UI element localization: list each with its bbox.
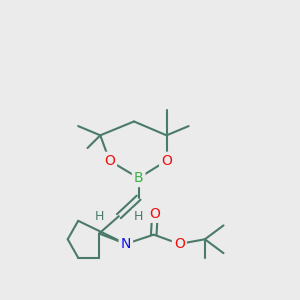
Text: H: H xyxy=(134,210,143,223)
Text: O: O xyxy=(174,237,185,251)
Text: N: N xyxy=(121,237,131,251)
Text: B: B xyxy=(134,171,143,185)
Text: O: O xyxy=(104,154,115,168)
Text: O: O xyxy=(161,154,172,168)
Text: O: O xyxy=(149,207,160,221)
Text: H: H xyxy=(94,210,104,223)
